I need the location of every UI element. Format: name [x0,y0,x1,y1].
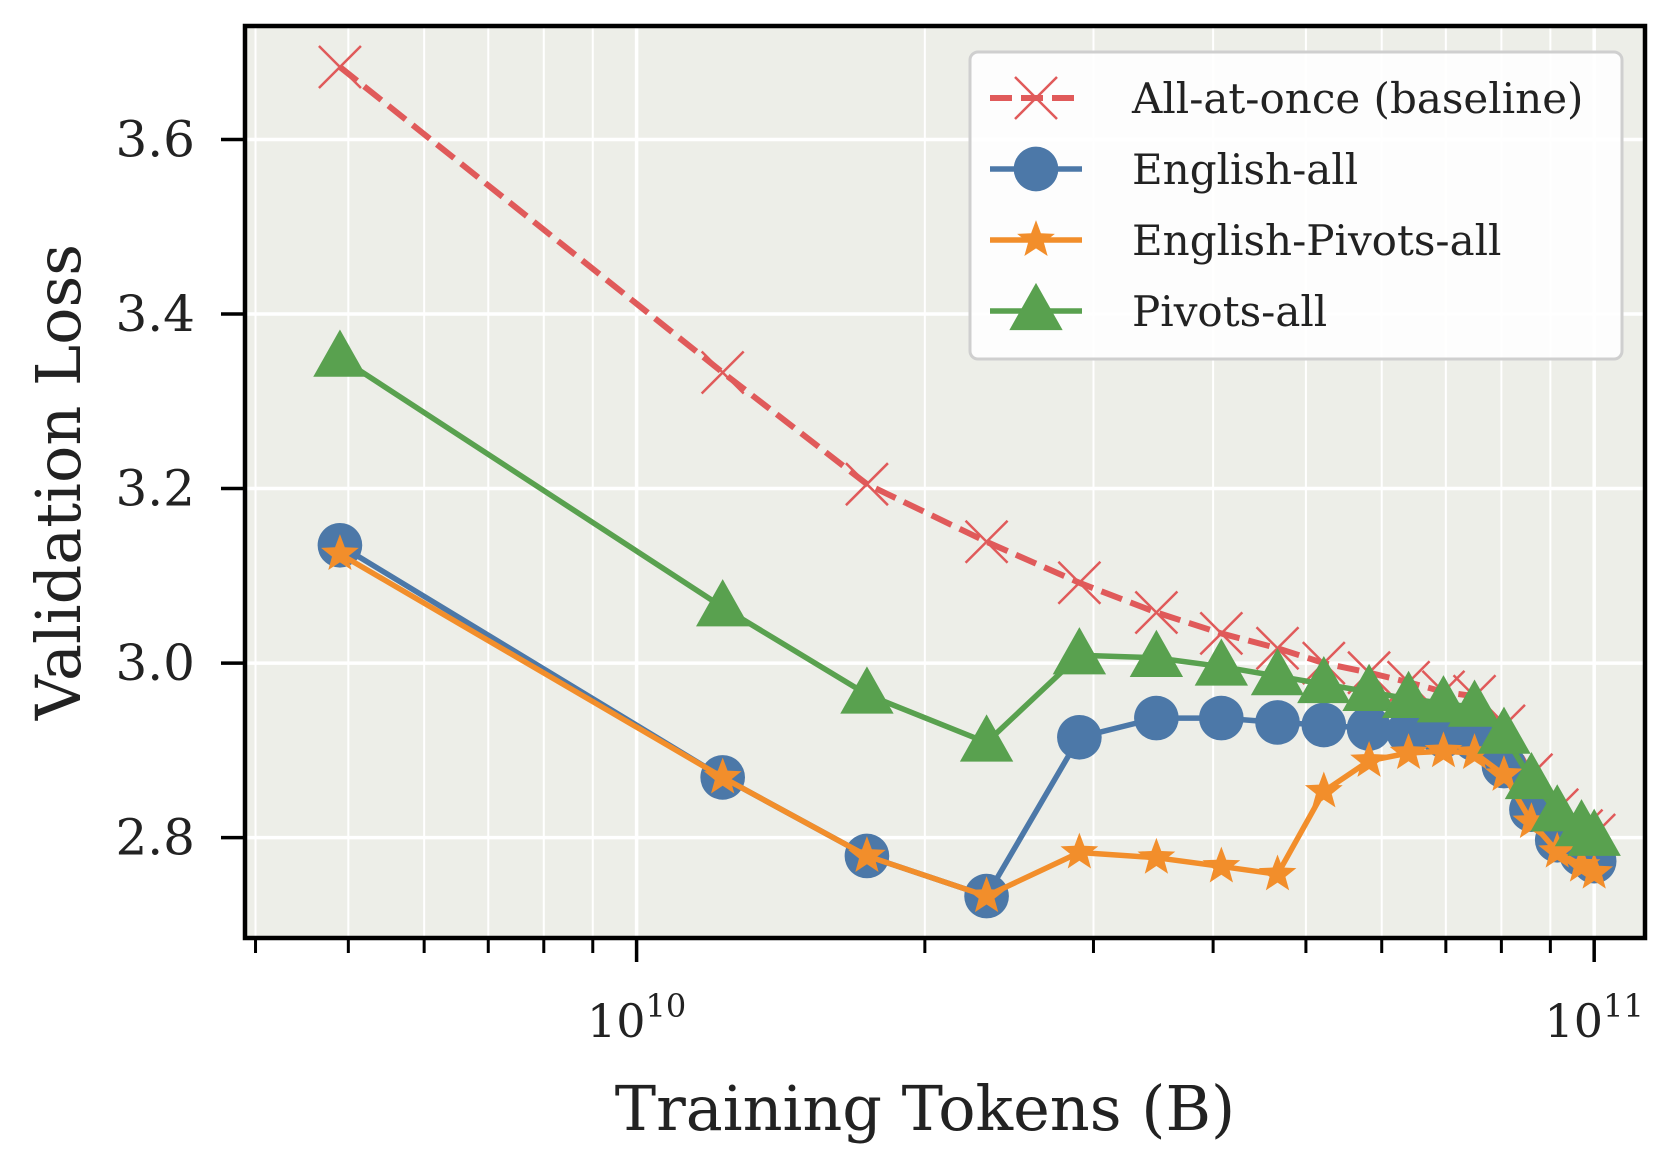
star-marker [848,836,886,873]
x-marker [700,350,745,395]
series-line [338,64,1596,838]
star-marker [1258,854,1297,891]
star-marker [1424,731,1463,768]
triangle-marker [696,579,750,627]
star-marker [1389,733,1428,770]
y-tick-label: 3.2 [115,460,195,518]
legend-label: All-at-once (baseline) [1131,74,1583,123]
circle-marker [1013,146,1059,192]
x-marker [1014,76,1058,120]
x-marker [1057,560,1102,605]
star-marker [703,757,742,794]
star-marker [1202,846,1241,883]
plot-frame [242,23,1648,941]
triangle-marker [313,329,367,377]
triangle-marker [840,666,894,714]
y-tick-label: 3.6 [115,110,195,168]
triangle-marker [1129,629,1184,677]
x-marker [318,45,362,89]
star-marker [1137,837,1176,874]
series-pivots-all [313,329,1621,856]
star-marker [1485,754,1523,791]
star-marker [1538,831,1577,868]
star-marker [1575,852,1614,889]
triangle-marker [1381,670,1436,718]
triangle-marker [1342,663,1396,711]
circle-marker [1301,702,1347,748]
triangle-marker [1052,627,1107,675]
legend-label: English-Pivots-all [1132,216,1502,265]
triangle-marker [1416,675,1471,723]
x-axis-title: Training Tokens (B) [615,1072,1235,1145]
y-tick-label: 2.8 [115,809,195,867]
star-marker [1512,802,1551,838]
triangle-marker [959,714,1014,762]
star-marker [967,876,1006,913]
y-tick-label: 3.4 [115,285,195,343]
star-marker [1017,220,1055,257]
triangle-marker [1447,679,1502,727]
circle-marker [1057,714,1102,760]
y-tick-label: 3.0 [115,634,195,692]
star-marker [1562,845,1601,882]
star-marker [1350,741,1388,777]
x-tick-label: 1010 [587,987,686,1048]
legend-label: Pivots-all [1132,287,1327,336]
legend: All-at-once (baseline) English-all English… [968,50,1624,361]
triangle-marker [1009,282,1063,331]
star-marker [1455,733,1494,770]
legend-entry: English-Pivots-all [990,216,1502,265]
series-layer [313,45,1621,919]
circle-marker [1346,706,1392,751]
circle-marker [1199,695,1244,741]
star-marker [1060,832,1099,869]
star-marker [321,534,359,571]
triangle-marker [1477,706,1531,754]
triangle-marker [1567,808,1621,856]
star-marker [1304,771,1343,808]
x-tick-label: 1011 [1545,987,1644,1048]
y-axis-title: Validation Loss [22,244,95,721]
triangle-marker [1297,655,1351,704]
circle-marker [1134,695,1179,741]
triangle-marker [1504,751,1559,800]
legend-box [968,50,1624,361]
legend-label: English-all [1132,145,1358,194]
x-marker [845,462,889,507]
legend-entry: Pivots-all [990,282,1327,336]
triangle-marker [1250,648,1305,696]
circle-marker [1255,700,1300,745]
triangle-marker [1194,638,1249,686]
x-axis-ticks: 1010 1011 [254,938,1644,1048]
y-axis-ticks: 2.8 3.0 3.2 3.4 3.6 [115,110,245,867]
x-marker [1199,611,1244,656]
legend-entry: All-at-once (baseline) [990,74,1583,123]
legend-entry: English-all [990,145,1358,194]
x-marker [964,519,1009,564]
x-marker [1134,590,1179,635]
